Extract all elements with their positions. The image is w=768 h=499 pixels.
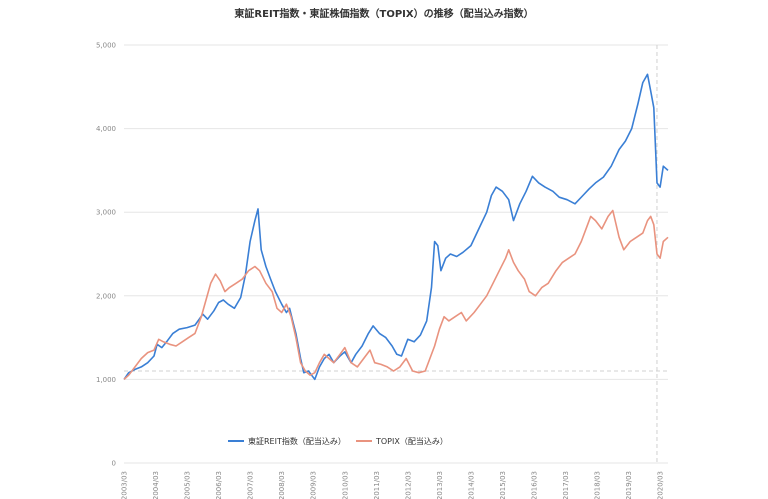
x-tick-label: 2018/03	[594, 471, 602, 499]
series-line-topix	[123, 209, 669, 380]
x-tick-label: 2013/03	[436, 471, 444, 499]
y-tick-label: 4,000	[96, 125, 116, 133]
legend: 東証REIT指数（配当込み） TOPIX（配当込み）	[228, 436, 448, 446]
x-tick-label: 2010/03	[341, 471, 349, 499]
y-tick-label: 3,000	[96, 209, 116, 217]
x-tick-label: 2011/03	[373, 471, 381, 499]
x-tick-label: 2017/03	[562, 471, 570, 499]
x-tick-label: 2008/03	[278, 471, 286, 499]
y-tick-label: 5,000	[96, 42, 116, 50]
chart-title: 東証REIT指数・東証株価指数（TOPIX）の推移（配当込み指数）	[234, 7, 533, 20]
y-axis-ticks: 0 1,000 2,000 3,000 4,000 5,000	[96, 42, 116, 468]
x-tick-label: 2003/03	[121, 471, 129, 499]
x-tick-label: 2015/03	[499, 471, 507, 499]
y-tick-label: 1,000	[96, 376, 116, 384]
legend-label: 東証REIT指数（配当込み）	[248, 436, 346, 446]
x-tick-label: 2020/03	[657, 471, 665, 499]
y-tick-label: 0	[112, 460, 116, 468]
x-tick-label: 2006/03	[215, 471, 223, 499]
x-tick-label: 2012/03	[404, 471, 412, 499]
x-tick-label: 2004/03	[152, 471, 160, 499]
y-tick-label: 2,000	[96, 292, 116, 300]
series-line-reit	[123, 73, 669, 381]
x-tick-label: 2016/03	[530, 471, 538, 499]
x-tick-label: 2007/03	[247, 471, 255, 499]
x-tick-label: 2005/03	[184, 471, 192, 499]
x-tick-label: 2009/03	[310, 471, 318, 499]
legend-label: TOPIX（配当込み）	[375, 436, 448, 446]
x-tick-label: 2019/03	[625, 471, 633, 499]
x-tick-label: 2014/03	[467, 471, 475, 499]
series-lines	[123, 73, 669, 381]
x-axis-ticks: 2003/03 2004/03 2005/03 2006/03 2007/03 2008/…	[121, 471, 665, 499]
reference-line	[124, 45, 668, 463]
grid-lines	[124, 44, 668, 464]
